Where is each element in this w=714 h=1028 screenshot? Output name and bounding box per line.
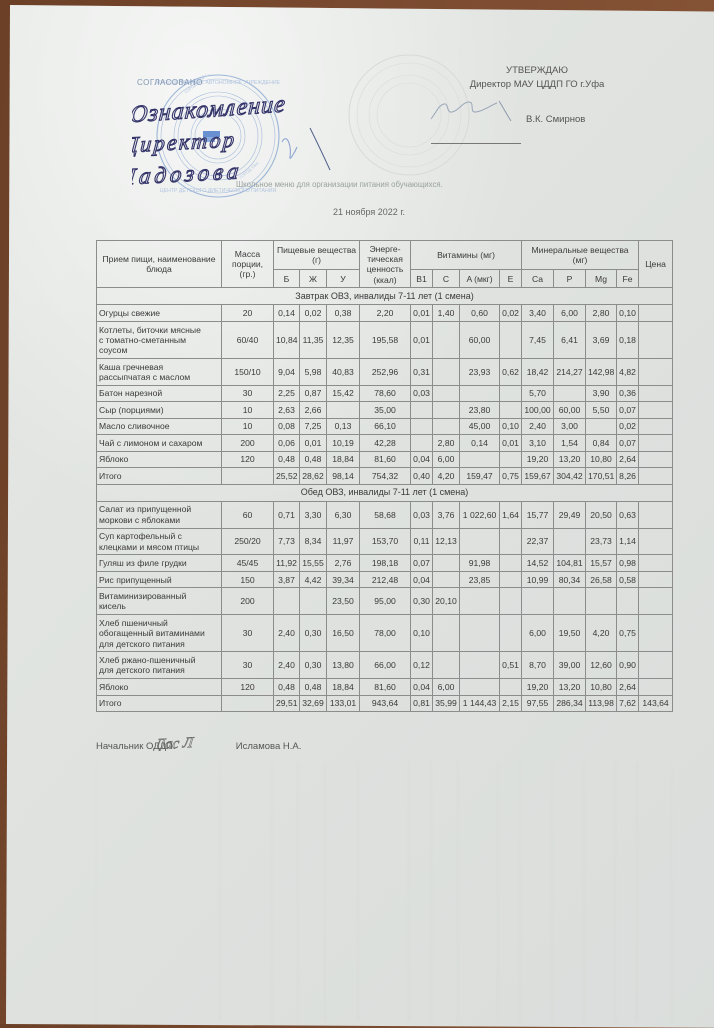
svg-text:Лас Л: Лас Л — [157, 735, 195, 752]
svg-text:Ознакомление: Ознакомление — [132, 92, 286, 128]
svg-text:Надозова: Надозова — [132, 159, 240, 191]
svg-text:Директор: Директор — [132, 127, 235, 158]
